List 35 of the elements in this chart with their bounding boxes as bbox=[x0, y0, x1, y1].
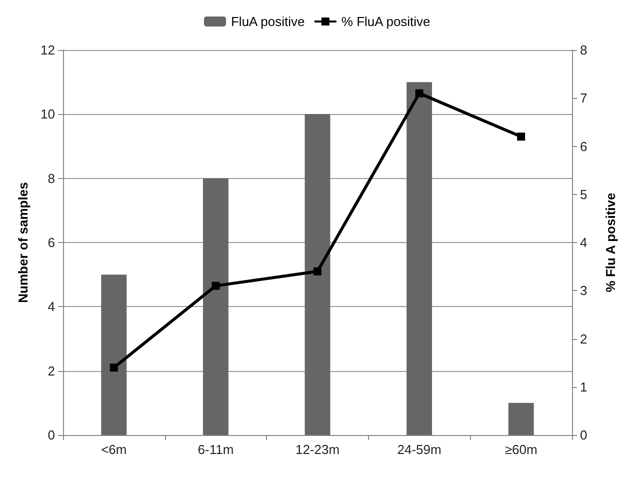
y-tick-label: 0 bbox=[48, 428, 55, 442]
x-tick-label: ≥60m bbox=[504, 442, 538, 457]
y2-axis-title: % Flu A positive bbox=[603, 192, 618, 292]
bar bbox=[406, 82, 432, 435]
bar bbox=[304, 114, 330, 435]
point bbox=[212, 282, 220, 290]
bar bbox=[508, 402, 534, 435]
y-tick-label: 12 bbox=[40, 42, 55, 58]
y2-tick-label: 5 bbox=[580, 186, 588, 202]
point bbox=[110, 364, 118, 372]
bar bbox=[202, 178, 228, 435]
x-tick-label: 12-23m bbox=[295, 442, 340, 457]
y2-tick-label: 0 bbox=[580, 428, 588, 442]
y2-tick-label: 3 bbox=[580, 283, 588, 298]
legend-label: % FluA positive bbox=[341, 14, 430, 29]
y2-tick-label: 7 bbox=[580, 90, 588, 106]
point bbox=[517, 132, 526, 141]
y-tick-label: 10 bbox=[40, 106, 55, 122]
x-tick-label: <6m bbox=[101, 442, 127, 457]
legend-label: FluA positive bbox=[230, 14, 305, 29]
point bbox=[314, 267, 322, 276]
x-tick-label: 24-59m bbox=[397, 442, 442, 457]
y2-tick-label: 4 bbox=[580, 235, 588, 250]
y2-tick-label: 6 bbox=[580, 138, 588, 154]
y2-tick-label: 2 bbox=[580, 331, 588, 346]
y-tick-label: 4 bbox=[48, 299, 55, 314]
y2-tick-label: 8 bbox=[580, 42, 588, 58]
y-tick-label: 2 bbox=[48, 363, 55, 378]
bar bbox=[101, 274, 127, 435]
y-tick-label: 6 bbox=[48, 235, 55, 250]
y2-tick-label: 1 bbox=[580, 379, 588, 394]
point bbox=[415, 89, 424, 98]
x-tick-label: 6-11m bbox=[198, 442, 234, 457]
y-axis-title: Number of samples bbox=[16, 182, 31, 303]
y-tick-label: 8 bbox=[48, 170, 55, 186]
